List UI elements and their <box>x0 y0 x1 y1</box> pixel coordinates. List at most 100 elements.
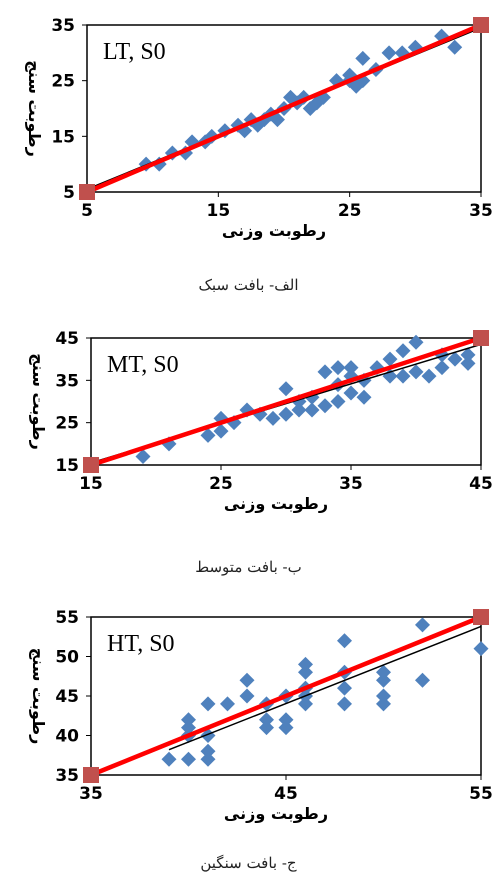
data-point <box>343 385 359 401</box>
data-point <box>330 394 346 409</box>
x-tick-label: 25 <box>338 201 362 221</box>
x-tick-label: 45 <box>274 784 298 804</box>
x-axis-label: رطوبت وزنی <box>222 221 326 240</box>
caption-medium: ب- بافت متوسط <box>195 558 302 576</box>
endpoint-marker <box>83 767 99 783</box>
data-point <box>278 381 294 397</box>
x-tick-label: 5 <box>81 201 93 221</box>
data-point <box>239 402 255 418</box>
data-point <box>239 688 255 704</box>
data-point <box>376 696 391 712</box>
x-axis-label: رطوبت وزنی <box>224 804 328 823</box>
caption-light: الف- بافت سبک <box>198 276 299 294</box>
y-axis-label: رطوبت سنج <box>25 60 44 157</box>
y-axis-label: رطوبت سنج <box>29 648 48 745</box>
y-tick-label: 15 <box>55 456 79 476</box>
data-point <box>356 389 372 405</box>
data-point <box>337 696 352 712</box>
x-tick-label: 25 <box>209 474 233 494</box>
data-point <box>265 410 281 426</box>
chart-light-texture: 5 15 25 35 5 15 25 35 رطوبت وزنی رطوبت سنج LT, S0 <box>25 16 493 240</box>
plot-frame <box>86 24 482 193</box>
data-point <box>330 360 346 376</box>
chart-panel-medium: 15 25 35 45 15 25 35 45 رطوبت وزنی رطوبت سنج MT, S… <box>0 300 497 590</box>
data-point <box>181 720 196 736</box>
y-tick-label: 50 <box>55 648 79 668</box>
data-point <box>337 680 352 696</box>
data-point <box>200 696 216 712</box>
data-point <box>200 427 216 443</box>
y-axis-label: رطوبت سنج <box>29 353 48 450</box>
x-tick-label: 35 <box>339 474 363 494</box>
y-tick-label: 25 <box>55 414 79 434</box>
data-point <box>343 368 359 384</box>
x-tick-label: 55 <box>469 784 493 804</box>
data-point <box>278 712 294 728</box>
data-point <box>259 720 274 736</box>
chart-panel-light: 5 15 25 35 5 15 25 35 رطوبت وزنی رطوبت سنج LT, S0 … <box>0 0 497 300</box>
data-point <box>278 406 294 422</box>
data-point <box>382 368 398 384</box>
data-point <box>382 351 398 367</box>
y-tick-label: 45 <box>55 329 79 349</box>
data-point <box>200 743 216 759</box>
data-point <box>395 343 411 359</box>
y-tick-label: 55 <box>55 608 79 628</box>
x-tick-label: 35 <box>79 784 103 804</box>
y-tick-label: 35 <box>55 371 79 391</box>
x-axis-label: رطوبت وزنی <box>224 494 328 513</box>
data-point <box>408 364 424 380</box>
data-point <box>447 39 463 55</box>
endpoint-marker <box>473 609 489 625</box>
data-point <box>317 398 333 414</box>
y-tick-label: 40 <box>55 727 79 747</box>
data-point <box>376 672 391 688</box>
y-tick-label: 25 <box>51 72 75 92</box>
data-point <box>298 656 313 672</box>
data-point <box>415 672 430 688</box>
data-point <box>408 334 424 350</box>
x-tick-label: 15 <box>206 201 230 221</box>
data-point <box>181 751 196 767</box>
data-point <box>460 355 476 371</box>
y-tick-label: 45 <box>55 687 79 707</box>
data-point <box>434 360 450 376</box>
one-to-one-line <box>90 335 482 468</box>
plot-frame <box>90 337 482 466</box>
one-to-one-line <box>86 22 482 195</box>
chart-panel-heavy: 35 45 55 35 40 45 50 55 رطوبت وزنی رطوبت سنج HT, S… <box>0 590 497 890</box>
caption-heavy: ج- بافت سنگین <box>200 854 297 872</box>
endpoint-marker <box>473 330 489 346</box>
data-point <box>213 410 229 426</box>
y-tick-label: 5 <box>63 183 75 203</box>
data-point <box>343 360 359 376</box>
data-point <box>181 712 196 728</box>
chart-medium-texture: 15 25 35 45 15 25 35 45 رطوبت وزنی رطوبت سنج MT, S… <box>29 329 493 513</box>
data-point <box>259 712 274 728</box>
y-tick-label: 15 <box>51 127 75 147</box>
endpoint-marker <box>83 457 99 473</box>
data-point <box>291 402 307 418</box>
x-tick-label: 15 <box>79 474 103 494</box>
x-tick-label: 45 <box>469 474 493 494</box>
data-point <box>317 364 333 380</box>
data-point <box>376 664 391 680</box>
data-point <box>239 672 255 688</box>
data-point <box>304 402 320 418</box>
regression-line <box>168 625 482 751</box>
data-point <box>200 751 216 767</box>
data-point <box>421 368 437 384</box>
data-point <box>376 688 391 704</box>
data-point <box>415 617 430 633</box>
series-tag: LT, S0 <box>103 39 166 65</box>
data-point <box>337 633 352 649</box>
x-tick-label: 35 <box>469 201 493 221</box>
chart-heavy-texture: 35 45 55 35 40 45 50 55 رطوبت وزنی رطوبت سنج HT, S… <box>29 608 493 823</box>
y-tick-label: 35 <box>51 16 75 36</box>
data-point <box>220 696 235 712</box>
data-point <box>355 50 371 66</box>
series-tag: HT, S0 <box>107 631 175 657</box>
data-point <box>395 368 411 384</box>
data-point <box>200 728 216 743</box>
data-point <box>298 664 313 680</box>
